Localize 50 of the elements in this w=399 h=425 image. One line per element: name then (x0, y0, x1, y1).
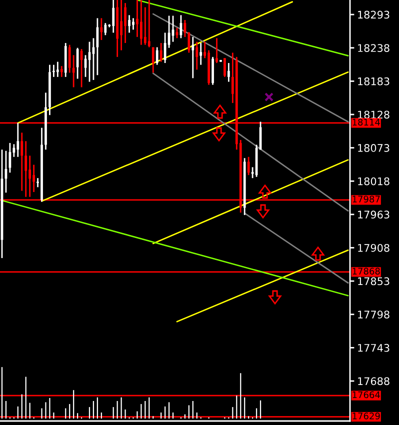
y-tick-label: 18183 (358, 77, 390, 86)
candlestick (160, 42, 162, 62)
candlestick (76, 47, 79, 80)
candlestick (100, 17, 103, 41)
candlestick (104, 22, 107, 36)
y-tick-label: 17743 (358, 344, 390, 352)
y-tick-label: 17688 (358, 377, 390, 386)
candlestick (120, 0, 122, 51)
ref-line-label: 17664 (352, 391, 380, 398)
candlestick (136, 0, 138, 38)
candlestick (28, 154, 32, 198)
candlestick (228, 62, 230, 82)
candlestick (16, 122, 20, 158)
candlestick (156, 46, 158, 66)
candlestick (200, 42, 202, 66)
y-tick-label: 18293 (358, 10, 390, 19)
ref-line-label: 17987 (352, 196, 380, 203)
candlestick (56, 61, 59, 78)
candlestick (140, 0, 142, 46)
candlestick (247, 156, 250, 176)
candlestick (68, 44, 71, 74)
candlestick (144, 6, 146, 46)
y-tick-label: 18128 (358, 110, 390, 119)
ref-line-label: 18114 (352, 118, 380, 126)
y-tick-label: 17963 (358, 210, 390, 219)
candlestick (251, 166, 254, 179)
candlestick (216, 37, 218, 64)
candlestick (188, 31, 190, 54)
candlestick (60, 65, 63, 78)
candlestick (128, 14, 130, 34)
candlestick (112, 0, 115, 34)
candlestick (192, 36, 194, 79)
candlestick (72, 54, 75, 88)
ref-line-label: 17629 (352, 412, 380, 420)
candlestick (20, 132, 24, 192)
y-tick-label: 18238 (358, 44, 390, 52)
candlestick (32, 164, 35, 193)
ref-line-label: 17868 (352, 268, 380, 275)
y-tick-label: 17908 (358, 244, 390, 252)
candlestick (24, 140, 28, 198)
candlestick (148, 0, 150, 48)
candlestick (124, 2, 126, 44)
candlestick (132, 17, 134, 30)
candlestick (196, 41, 198, 70)
y-tick-label: 18018 (358, 177, 390, 186)
y-tick-label: 17798 (358, 310, 390, 318)
y-tick-label: 17853 (358, 277, 390, 286)
candlestick (224, 57, 226, 78)
candlestick (152, 46, 154, 74)
y-tick-label: 18073 (358, 144, 390, 152)
